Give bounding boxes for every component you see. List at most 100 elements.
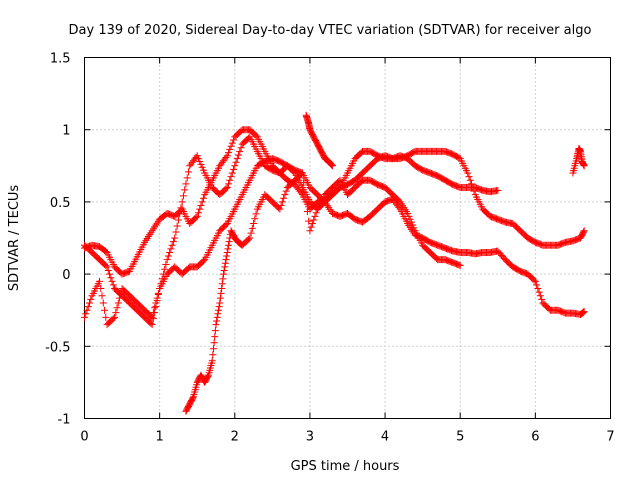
data-point	[102, 262, 110, 270]
data-point	[179, 192, 187, 200]
data-point	[164, 252, 172, 260]
data-point	[232, 158, 240, 166]
data-point	[198, 198, 206, 206]
x-tick-labels: 0 1 2 3 4 5 6 7	[80, 430, 614, 445]
y-tick-label: 0.5	[50, 196, 71, 211]
data-point	[220, 266, 228, 274]
data-point	[218, 285, 226, 293]
data-point	[282, 187, 290, 195]
data-point	[147, 319, 155, 327]
data-point	[307, 223, 315, 231]
data-point	[224, 245, 232, 253]
data-point	[222, 221, 230, 229]
data-point	[252, 210, 260, 218]
data-point	[469, 183, 477, 191]
data-point	[404, 209, 412, 217]
data-point	[83, 306, 91, 314]
series-track-e	[302, 111, 336, 170]
data-point	[81, 313, 88, 321]
data-point	[104, 266, 112, 274]
data-point	[302, 198, 310, 206]
data-point	[98, 292, 106, 300]
data-point	[222, 256, 230, 264]
data-point	[167, 245, 175, 253]
data-point	[236, 147, 244, 155]
data-point	[227, 142, 235, 150]
data-point	[405, 212, 413, 220]
data-point	[220, 270, 228, 278]
data-point	[465, 173, 473, 181]
x-tick-label: 7	[606, 430, 614, 445]
data-point	[226, 145, 234, 153]
data-point	[298, 169, 306, 177]
data-point	[209, 345, 217, 353]
data-point	[218, 280, 226, 288]
data-point	[300, 179, 308, 187]
data-point	[246, 234, 254, 242]
data-point	[116, 294, 124, 302]
data-point	[221, 263, 229, 271]
data-point	[169, 238, 177, 246]
data-point	[199, 194, 207, 202]
data-point	[196, 157, 204, 165]
data-point	[494, 186, 502, 194]
data-point	[535, 288, 543, 296]
data-point	[217, 289, 225, 297]
data-point	[327, 160, 335, 168]
data-point	[531, 277, 539, 285]
data-point	[328, 162, 336, 170]
data-point	[297, 170, 305, 178]
data-point	[163, 256, 171, 264]
data-point	[233, 155, 241, 163]
data-point	[223, 152, 231, 160]
data-point	[162, 260, 170, 268]
data-point	[225, 238, 233, 246]
x-tick-label: 2	[231, 430, 239, 445]
data-point	[114, 299, 122, 307]
x-tick-label: 3	[306, 430, 314, 445]
data-point	[147, 312, 155, 320]
data-point	[252, 132, 260, 140]
data-point	[219, 275, 227, 283]
data-points	[81, 111, 588, 415]
data-point	[194, 209, 202, 217]
data-point	[538, 295, 546, 303]
series-track-f	[569, 144, 588, 177]
data-point	[84, 303, 92, 311]
data-point	[197, 160, 205, 168]
data-point	[148, 313, 156, 321]
data-point	[154, 289, 162, 297]
data-point	[278, 198, 286, 206]
x-tick-label: 1	[156, 430, 164, 445]
data-point	[534, 285, 542, 293]
data-point	[196, 205, 204, 213]
data-point	[223, 248, 231, 256]
series-track-d	[182, 169, 464, 415]
data-point	[228, 139, 236, 147]
data-point	[189, 394, 197, 402]
data-point	[308, 220, 316, 228]
data-point	[103, 263, 111, 271]
x-tick-label: 4	[381, 430, 389, 445]
data-point	[151, 304, 159, 312]
data-point	[235, 151, 243, 159]
data-point	[153, 294, 161, 302]
data-point	[213, 313, 221, 321]
data-point	[173, 222, 181, 230]
data-point	[184, 168, 192, 176]
data-point	[199, 257, 207, 265]
data-point	[290, 168, 298, 176]
data-point	[530, 276, 538, 284]
y-tick-label: -0.5	[45, 340, 70, 355]
data-point	[301, 188, 309, 196]
data-point	[174, 216, 182, 224]
y-tick-label: 1.5	[50, 52, 71, 67]
data-point	[230, 136, 238, 144]
data-point	[409, 221, 417, 229]
data-point	[112, 309, 120, 317]
data-point	[580, 162, 588, 170]
data-point	[533, 281, 541, 289]
data-point	[223, 183, 231, 191]
data-point	[280, 194, 288, 202]
data-point	[216, 299, 224, 307]
